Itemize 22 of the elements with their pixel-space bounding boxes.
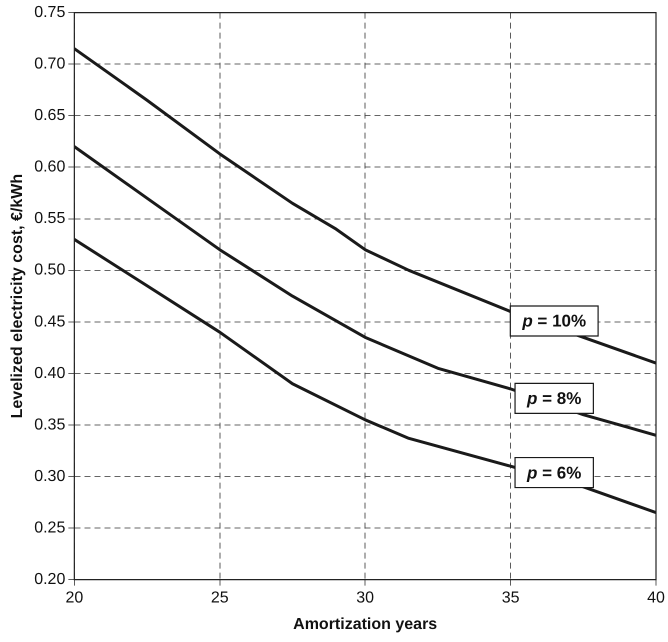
series-label: p = 6% <box>526 463 582 482</box>
x-axis-title: Amortization years <box>293 616 438 633</box>
y-tick-label: 0.40 <box>34 364 66 382</box>
x-tick-label: 20 <box>65 590 84 607</box>
series-label: p = 10% <box>521 312 586 331</box>
series-label: p = 8% <box>526 389 582 408</box>
y-tick-label: 0.20 <box>34 571 66 588</box>
x-tick-label: 30 <box>356 590 374 607</box>
y-tick-label: 0.45 <box>34 313 66 330</box>
x-tick-label: 35 <box>502 590 520 607</box>
y-tick-label: 0.50 <box>34 262 66 279</box>
y-tick-label: 0.65 <box>34 107 66 124</box>
y-tick-label: 0.75 <box>34 4 66 22</box>
y-tick-label: 0.30 <box>34 468 66 485</box>
x-tick-label: 25 <box>210 590 229 607</box>
y-axis-title: Levelized electricity cost, €/kWh <box>9 174 26 418</box>
y-tick-label: 0.70 <box>34 56 66 73</box>
y-tick-label: 0.55 <box>34 210 66 228</box>
y-tick-label: 0.60 <box>34 158 66 176</box>
y-tick-label: 0.35 <box>34 416 66 434</box>
y-tick-label: 0.25 <box>34 519 66 536</box>
x-tick-label: 40 <box>647 590 665 607</box>
